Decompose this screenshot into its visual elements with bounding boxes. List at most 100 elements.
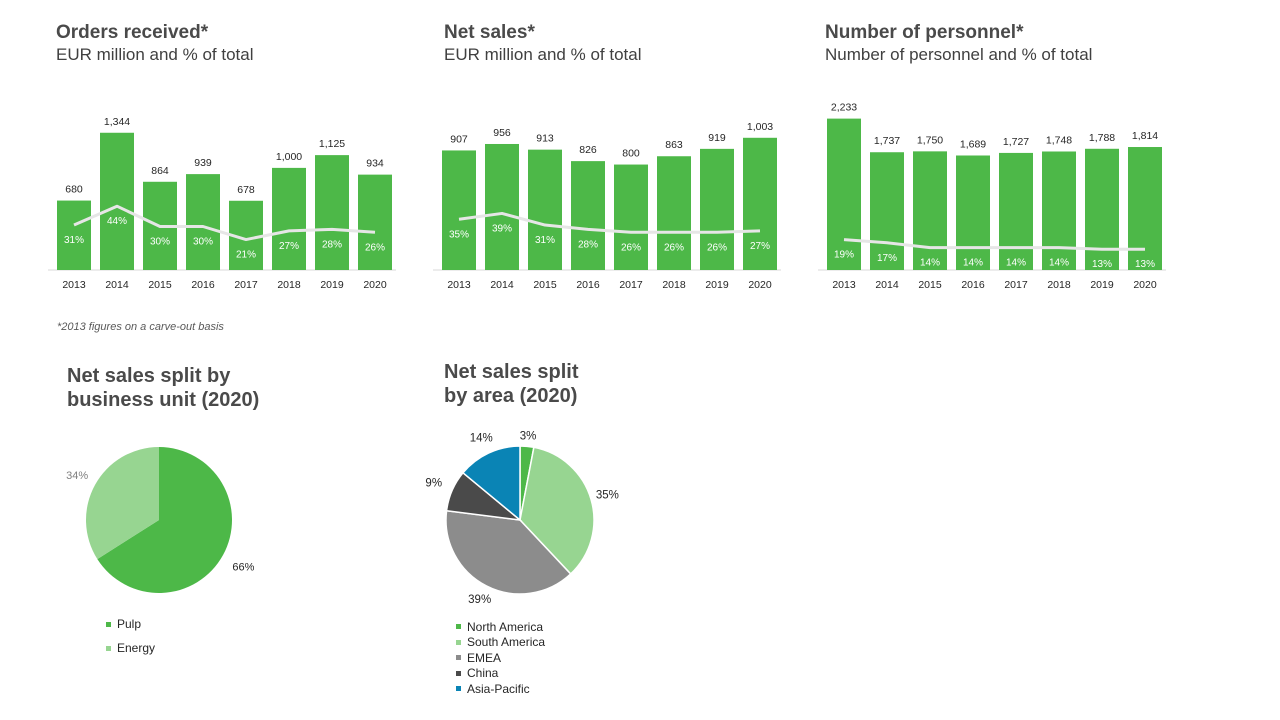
x-tick-label: 2014 — [490, 279, 514, 291]
bar-value-label: 919 — [708, 132, 726, 144]
x-tick-label: 2015 — [148, 279, 172, 291]
bar-value-label: 913 — [536, 133, 554, 145]
legend-swatch — [456, 624, 461, 630]
pct-label: 26% — [664, 242, 684, 253]
legend-item: Pulp — [106, 612, 155, 636]
bar-value-label: 678 — [237, 184, 255, 196]
legend-label: China — [467, 666, 499, 681]
bar-value-label: 1,000 — [276, 151, 302, 163]
x-tick-label: 2020 — [748, 279, 772, 291]
bar-value-label: 864 — [151, 165, 169, 177]
legend-item: China — [456, 666, 545, 682]
pct-label: 26% — [365, 242, 385, 253]
x-tick-label: 2018 — [662, 279, 686, 291]
pie-slice — [461, 445, 521, 522]
bar — [700, 148, 734, 270]
bar — [870, 152, 904, 270]
x-tick-label: 2017 — [619, 279, 643, 291]
chart-title: Number of personnel* — [825, 22, 1024, 43]
legend-label: Asia-Pacific — [467, 681, 530, 696]
legend-label: Pulp — [117, 617, 142, 631]
legend-item: EMEA — [456, 650, 545, 666]
bar-value-label: 1,727 — [1003, 136, 1029, 148]
x-tick-label: 2016 — [961, 279, 985, 291]
x-tick-label: 2014 — [105, 279, 129, 291]
bar — [315, 155, 349, 270]
net-sales-chart: 907 2013 956 2014 913 2015 826 2016 800 2017 863 20… — [433, 121, 781, 291]
pct-label: 39% — [492, 223, 512, 234]
business-unit-pie-title: Net sales split by business unit (2020) — [67, 365, 260, 411]
slice-label: 9% — [425, 478, 442, 490]
pct-line — [73, 204, 376, 242]
slice-label: 34% — [66, 470, 88, 482]
pct-label: 13% — [1092, 259, 1112, 270]
personnel-chart: 2,233 2013 1,737 2014 1,750 2015 1,689 2016 1,72… — [818, 102, 1166, 291]
bar — [657, 156, 691, 270]
bar-value-label: 907 — [450, 133, 468, 145]
orders-received-chart: 680 2013 1,344 2014 864 2015 939 2016 678 2017 1,0… — [48, 116, 396, 291]
personnel-panel: Number of personnel* Number of personnel… — [825, 22, 1092, 66]
legend-label: Energy — [117, 641, 156, 655]
x-tick-label: 2018 — [1047, 279, 1071, 291]
pie-slice — [86, 447, 159, 560]
legend-swatch — [456, 686, 461, 692]
x-tick-label: 2013 — [447, 279, 471, 291]
x-tick-label: 2013 — [62, 279, 86, 291]
bar-value-label: 2,233 — [831, 102, 857, 114]
bar — [956, 155, 990, 270]
pct-label: 21% — [236, 250, 256, 261]
pct-label: 14% — [920, 258, 940, 269]
pct-label: 26% — [621, 242, 641, 253]
bar — [1128, 147, 1162, 270]
chart-title: Orders received* — [56, 22, 209, 43]
bar — [614, 164, 648, 270]
x-tick-label: 2016 — [191, 279, 215, 291]
x-tick-label: 2020 — [363, 279, 387, 291]
bar-value-label: 1,003 — [747, 121, 773, 133]
x-tick-label: 2019 — [705, 279, 729, 291]
bar-value-label: 1,750 — [917, 134, 943, 146]
x-tick-label: 2018 — [277, 279, 301, 291]
pct-label: 27% — [279, 241, 299, 252]
area-pie: 3% 35% 39% 9% 14% — [425, 430, 618, 606]
slice-label: 14% — [470, 433, 493, 445]
pct-label: 19% — [834, 250, 854, 261]
x-tick-label: 2015 — [533, 279, 557, 291]
bar-value-label: 1,788 — [1089, 132, 1115, 144]
legend-item: Asia-Pacific — [456, 681, 545, 697]
x-tick-label: 2020 — [1133, 279, 1157, 291]
pct-label: 44% — [107, 216, 127, 227]
x-tick-label: 2019 — [1090, 279, 1114, 291]
bar — [571, 161, 605, 270]
bar-value-label: 934 — [366, 158, 384, 170]
footnote: *2013 figures on a carve-out basis — [57, 321, 224, 333]
pct-label: 28% — [578, 239, 598, 250]
bar-value-label: 1,748 — [1046, 134, 1072, 146]
bar — [57, 200, 91, 270]
bar — [913, 151, 947, 270]
legend-item: South America — [456, 635, 545, 651]
bar-value-label: 1,344 — [104, 116, 130, 128]
pct-label: 13% — [1135, 259, 1155, 270]
bar — [1042, 151, 1076, 270]
bar-value-label: 863 — [665, 139, 683, 151]
legend-swatch — [106, 645, 111, 651]
bar-value-label: 1,125 — [319, 138, 345, 150]
pct-label: 30% — [150, 237, 170, 248]
pct-line — [458, 211, 761, 234]
pct-label: 28% — [322, 239, 342, 250]
legend-label: South America — [467, 635, 546, 650]
bar — [100, 132, 134, 270]
pie-slice — [445, 509, 572, 595]
chart-title: Net sales* — [444, 22, 535, 43]
pct-label: 14% — [1006, 258, 1026, 269]
legend-swatch — [456, 670, 461, 676]
pct-label: 35% — [449, 229, 469, 240]
chart-subtitle: Number of personnel and % of total — [825, 45, 1093, 64]
bar-value-label: 956 — [493, 127, 511, 139]
slice-label: 3% — [520, 430, 537, 442]
bar — [442, 150, 476, 270]
x-tick-label: 2015 — [918, 279, 942, 291]
area-pie-title: Net sales split by area (2020) — [444, 361, 579, 407]
bar-value-label: 1,814 — [1132, 130, 1158, 142]
